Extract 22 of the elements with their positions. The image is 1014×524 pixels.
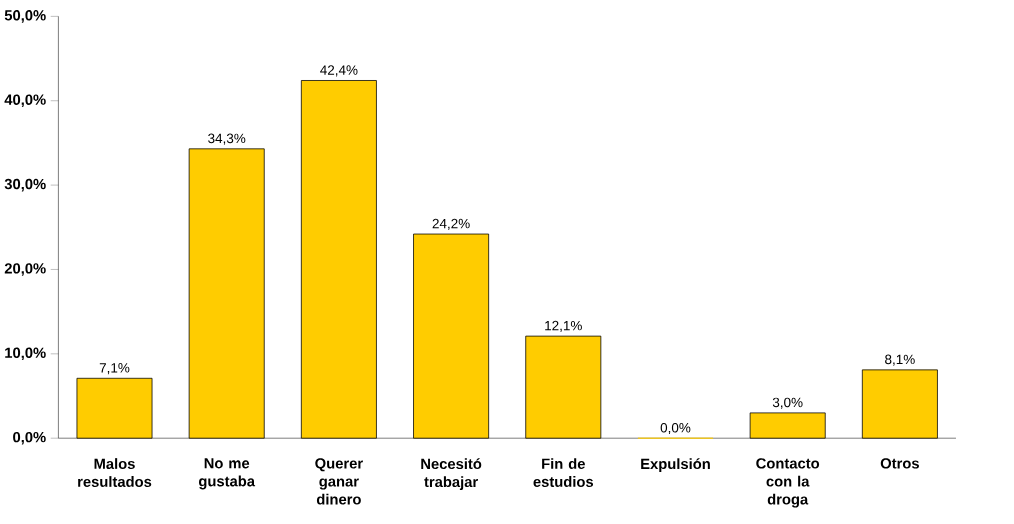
x-tick-label: No me gustaba bbox=[198, 458, 256, 490]
x-tick-label: Expulsión bbox=[641, 458, 710, 473]
data-label: 0,0% bbox=[660, 423, 691, 435]
y-tick-label: 50,0% bbox=[4, 10, 46, 23]
data-label: 34,3% bbox=[208, 133, 246, 145]
y-tick-label: 0,0% bbox=[13, 431, 46, 445]
data-label: 42,4% bbox=[320, 65, 358, 77]
y-tick-label: 30,0% bbox=[4, 178, 46, 192]
x-tick-label: Querer ganar dinero bbox=[315, 458, 363, 505]
y-tick-label: 40,0% bbox=[4, 94, 46, 108]
y-tick-label: 10,0% bbox=[5, 347, 46, 361]
data-label: 7,1% bbox=[99, 363, 130, 375]
y-tick-label: 20,0% bbox=[4, 263, 46, 276]
data-label: 24,2% bbox=[432, 218, 470, 230]
x-tick-label: Contacto con la droga bbox=[756, 458, 820, 508]
x-tick-label: Malos resultados bbox=[78, 458, 152, 488]
x-tick-label: Otros bbox=[880, 458, 919, 469]
x-tick-label: Fin de estudios bbox=[533, 458, 594, 488]
data-label: 12,1% bbox=[545, 320, 582, 333]
x-tick-label: Necesitó trabajar bbox=[421, 458, 482, 491]
data-label: 8,1% bbox=[885, 354, 915, 366]
data-label: 3,0% bbox=[772, 397, 803, 409]
